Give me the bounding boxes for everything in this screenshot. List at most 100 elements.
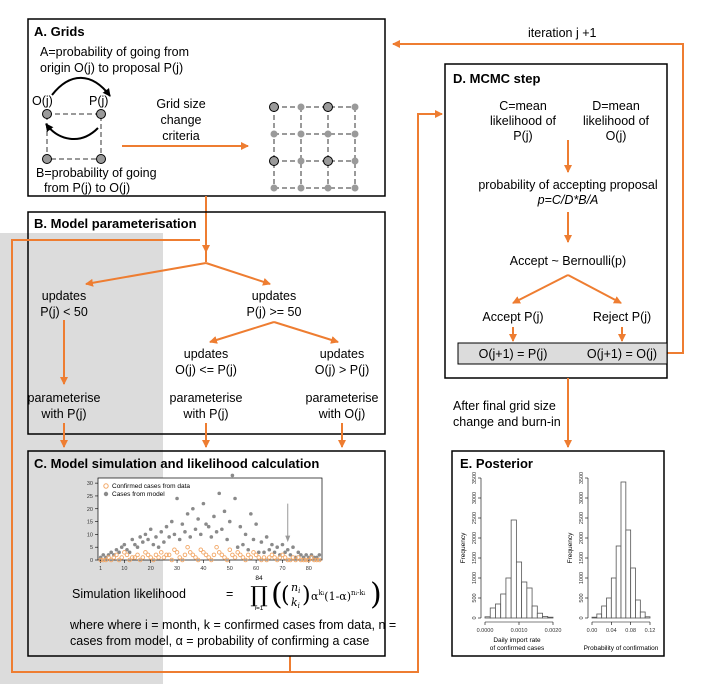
data-point bbox=[143, 550, 148, 555]
data-point bbox=[211, 552, 217, 558]
model-point bbox=[272, 550, 277, 555]
criteria-line2: change bbox=[160, 113, 201, 127]
model-point bbox=[230, 473, 235, 478]
data-point bbox=[227, 547, 233, 553]
x-tick-label: 80 bbox=[306, 566, 312, 572]
n-i: ni bbox=[291, 581, 300, 595]
likelihood-equals: = bbox=[226, 587, 233, 601]
histogram-bar bbox=[510, 519, 517, 619]
model-point bbox=[291, 545, 295, 549]
x-tick-label: 0.0000 bbox=[477, 628, 494, 634]
model-point bbox=[177, 537, 182, 542]
legend-model-marker bbox=[103, 491, 109, 497]
panel-b-title: B. Model parameterisation bbox=[34, 216, 197, 231]
x-tick-label: 10 bbox=[121, 566, 127, 572]
x-tick-label: 20 bbox=[148, 566, 154, 572]
histogram-bar bbox=[495, 603, 502, 619]
y-axis-label: Frequency bbox=[567, 532, 574, 563]
data-point bbox=[132, 555, 138, 560]
k-i: ki bbox=[291, 596, 300, 610]
panel-e-box bbox=[451, 450, 665, 657]
model-point bbox=[172, 532, 177, 537]
data-point bbox=[303, 557, 309, 563]
data-point bbox=[253, 552, 259, 558]
formula-tail: αki(1-α)ni-ki bbox=[311, 589, 366, 603]
data-point bbox=[206, 555, 211, 560]
histogram-bar bbox=[601, 605, 607, 619]
histogram-confirmation: 0 500 1000 1500 2000 2500 3000 3500 Frequency 0.0… bbox=[567, 472, 659, 652]
criteria-line3: criteria bbox=[162, 129, 200, 143]
x-tick-label: 0.04 bbox=[606, 628, 617, 634]
data-point bbox=[174, 550, 180, 555]
fine-grid bbox=[269, 102, 359, 192]
highlight-marker-head bbox=[285, 535, 291, 543]
model-point bbox=[135, 545, 140, 549]
model-point bbox=[119, 545, 124, 549]
data-point bbox=[148, 555, 153, 560]
data-point bbox=[153, 552, 159, 558]
x-tick-label: 0.0010 bbox=[511, 628, 528, 634]
model-point bbox=[109, 550, 113, 555]
data-point bbox=[245, 552, 251, 558]
updates-le-line2: O(j) <= P(j) bbox=[175, 363, 237, 377]
data-point bbox=[219, 552, 225, 558]
model-point bbox=[127, 550, 132, 555]
d-line1: D=mean bbox=[592, 99, 640, 113]
scatter-plot: 0 5 10 15 20 25 30 1 10 20 30 40 50 60 70 80 Confirmed c… bbox=[87, 473, 323, 572]
param2-line2: with P(j) bbox=[182, 407, 228, 421]
data-point bbox=[151, 557, 156, 563]
histogram-bar bbox=[610, 577, 617, 619]
param3-line2: with O(j) bbox=[318, 407, 366, 421]
x-tick-label: 0.12 bbox=[645, 628, 656, 634]
data-point bbox=[116, 557, 122, 563]
model-point bbox=[122, 542, 127, 547]
data-point bbox=[238, 552, 243, 558]
updates-gt-line1: updates bbox=[320, 347, 364, 361]
model-point bbox=[264, 535, 269, 539]
desc-b-line1: B=probability of going bbox=[36, 166, 157, 180]
y-tick-label: 3000 bbox=[472, 492, 478, 504]
model-point bbox=[256, 550, 261, 555]
histogram-bar bbox=[615, 545, 622, 619]
model-point bbox=[193, 527, 198, 532]
model-point bbox=[267, 547, 272, 552]
model-point bbox=[188, 535, 193, 539]
model-point bbox=[270, 542, 274, 547]
data-point bbox=[248, 555, 254, 560]
model-point bbox=[133, 542, 137, 547]
data-point bbox=[269, 552, 275, 558]
y-tick-label: 2500 bbox=[579, 512, 585, 524]
legend-data-label: Confirmed cases from data bbox=[112, 483, 190, 490]
panel-a-title: A. Grids bbox=[34, 24, 85, 39]
histogram-bar bbox=[635, 599, 641, 619]
data-point bbox=[185, 544, 190, 550]
model-point bbox=[251, 537, 256, 542]
data-point bbox=[114, 552, 119, 558]
histogram-import-rate: 0 500 1000 1500 2000 2500 3000 3500 Frequency 0.0… bbox=[460, 472, 561, 652]
histogram-bar bbox=[531, 605, 538, 619]
model-point bbox=[225, 537, 229, 542]
data-point bbox=[232, 555, 238, 560]
y-tick-label: 3500 bbox=[579, 472, 585, 484]
model-point bbox=[217, 491, 222, 496]
histogram-bar bbox=[596, 613, 603, 619]
d-line3: O(j) bbox=[606, 129, 627, 143]
data-point bbox=[290, 555, 296, 560]
data-point bbox=[261, 555, 267, 560]
d-arrow-accept bbox=[512, 274, 569, 304]
y-tick-label: 0 bbox=[579, 616, 585, 619]
proposal-node bbox=[96, 109, 106, 119]
data-point bbox=[140, 555, 146, 560]
histogram-bar bbox=[515, 561, 523, 619]
data-point bbox=[296, 555, 301, 560]
model-point bbox=[304, 553, 308, 557]
transition-a-arrow bbox=[51, 76, 111, 97]
model-point bbox=[220, 527, 224, 532]
data-point bbox=[122, 550, 127, 555]
histogram-bar bbox=[644, 616, 651, 619]
model-point bbox=[283, 550, 287, 555]
data-point bbox=[166, 552, 172, 558]
data-point bbox=[158, 550, 164, 555]
x-tick-label: 60 bbox=[253, 566, 259, 572]
